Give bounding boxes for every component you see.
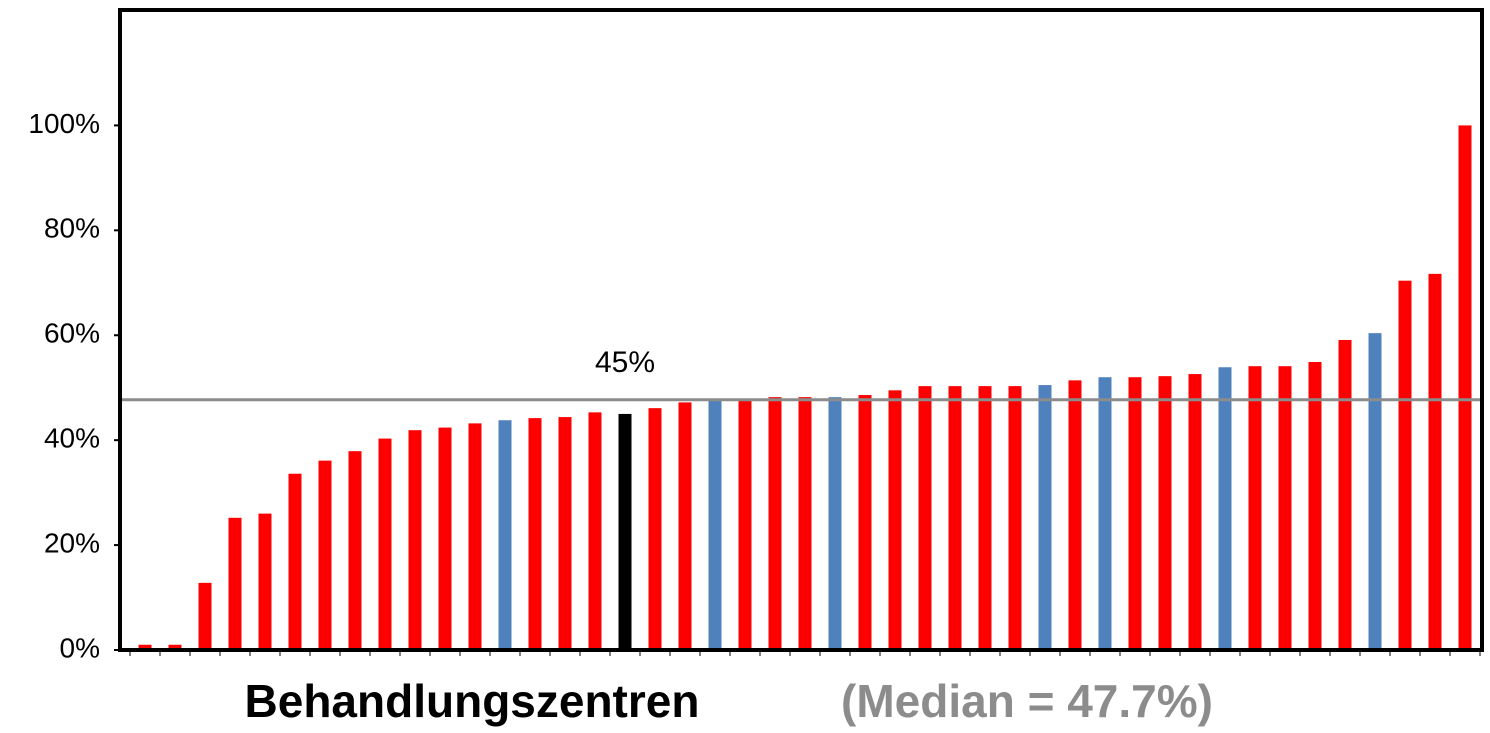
bar xyxy=(768,397,782,650)
bar xyxy=(738,399,752,650)
bar xyxy=(1428,273,1442,650)
bar xyxy=(258,513,272,650)
bar xyxy=(1008,386,1022,650)
bar xyxy=(618,413,632,650)
bar xyxy=(1218,367,1232,650)
bar xyxy=(858,395,872,650)
bar xyxy=(378,438,392,650)
bar xyxy=(1158,376,1172,650)
bar xyxy=(198,582,212,650)
bar xyxy=(948,386,962,650)
y-tick-label: 40% xyxy=(44,423,100,454)
x-axis-label: Behandlungszentren xyxy=(245,675,700,727)
bar xyxy=(1068,380,1082,650)
bar xyxy=(468,423,482,650)
bar xyxy=(678,402,692,650)
bar xyxy=(1098,377,1112,650)
bar xyxy=(438,427,452,650)
bar xyxy=(1128,377,1142,650)
median-label: (Median = 47.7%) xyxy=(841,675,1213,727)
bar xyxy=(1248,366,1262,650)
bar xyxy=(138,644,152,650)
bar xyxy=(888,390,902,650)
y-tick-label: 100% xyxy=(28,108,100,139)
bar xyxy=(798,397,812,650)
y-tick-label: 60% xyxy=(44,318,100,349)
y-tick-label: 20% xyxy=(44,527,100,558)
value-label: 45% xyxy=(595,346,655,379)
bar xyxy=(708,400,722,650)
bar xyxy=(978,386,992,650)
bar xyxy=(1278,366,1292,650)
bar xyxy=(288,473,302,650)
bar xyxy=(1338,339,1352,650)
bar xyxy=(1188,374,1202,650)
bar xyxy=(1038,385,1052,650)
bar xyxy=(348,451,362,650)
bar xyxy=(168,644,182,650)
bar xyxy=(648,408,662,650)
bar xyxy=(228,517,242,650)
y-tick-label: 80% xyxy=(44,213,100,244)
bar xyxy=(498,420,512,650)
plot-frame xyxy=(118,8,1484,652)
bar xyxy=(408,430,422,650)
bar xyxy=(528,418,542,650)
bar xyxy=(828,397,842,650)
bar xyxy=(558,417,572,650)
bar xyxy=(1368,333,1382,650)
bar xyxy=(1308,362,1322,650)
bar xyxy=(918,386,932,650)
bar xyxy=(1398,280,1412,650)
bar xyxy=(1458,125,1472,650)
bar xyxy=(318,460,332,650)
bar xyxy=(588,412,602,650)
y-tick-label: 0% xyxy=(60,632,100,663)
